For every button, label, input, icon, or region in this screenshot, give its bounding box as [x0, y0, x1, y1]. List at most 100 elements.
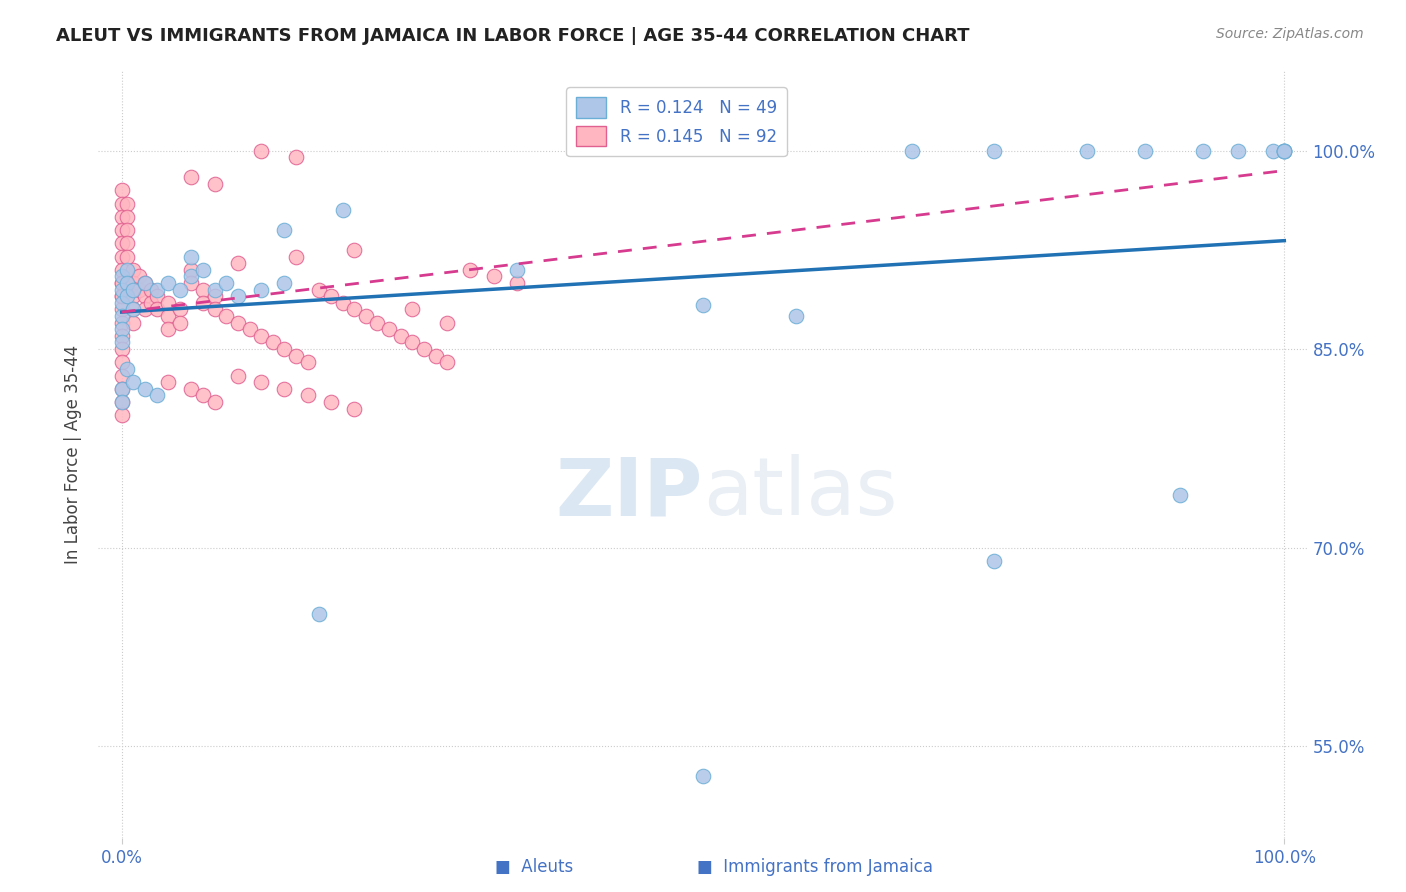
- Point: [111, 316, 134, 330]
- Point: [308, 607, 330, 621]
- Point: [122, 375, 145, 389]
- Point: [354, 309, 377, 323]
- Point: [1192, 144, 1215, 158]
- Point: [111, 262, 134, 277]
- Point: [122, 283, 145, 297]
- Point: [134, 276, 156, 290]
- Point: [297, 355, 319, 369]
- Point: [128, 269, 150, 284]
- Point: [117, 362, 139, 376]
- Point: [117, 223, 139, 237]
- Point: [250, 375, 273, 389]
- Point: [204, 177, 226, 191]
- Point: [111, 223, 134, 237]
- Point: [134, 289, 156, 303]
- Point: [262, 335, 284, 350]
- Point: [319, 289, 342, 303]
- Text: ZIP: ZIP: [555, 454, 703, 533]
- Point: [215, 276, 238, 290]
- Point: [139, 283, 162, 297]
- Point: [1272, 144, 1295, 158]
- Point: [111, 395, 134, 409]
- Point: [204, 395, 226, 409]
- Point: [169, 316, 191, 330]
- Point: [145, 283, 167, 297]
- Point: [111, 276, 134, 290]
- Point: [226, 256, 249, 270]
- Point: [111, 382, 134, 396]
- Point: [983, 554, 1005, 568]
- Point: [273, 342, 295, 356]
- Point: [117, 250, 139, 264]
- Point: [215, 309, 238, 323]
- Point: [366, 316, 388, 330]
- Point: [145, 289, 167, 303]
- Point: [1272, 144, 1295, 158]
- Point: [111, 322, 134, 336]
- Point: [169, 302, 191, 317]
- Point: [1076, 144, 1098, 158]
- Point: [378, 322, 401, 336]
- Point: [122, 262, 145, 277]
- Point: [180, 276, 202, 290]
- Point: [111, 335, 134, 350]
- Point: [401, 335, 423, 350]
- Point: [506, 262, 529, 277]
- Point: [122, 302, 145, 317]
- Point: [226, 368, 249, 383]
- Point: [145, 302, 167, 317]
- Point: [180, 262, 202, 277]
- Point: [117, 276, 139, 290]
- Point: [111, 395, 134, 409]
- Point: [111, 355, 134, 369]
- Point: [273, 223, 295, 237]
- Point: [117, 210, 139, 224]
- Point: [157, 309, 180, 323]
- Point: [111, 183, 134, 197]
- Point: [482, 269, 505, 284]
- Point: [180, 382, 202, 396]
- Point: [460, 262, 482, 277]
- Point: [204, 283, 226, 297]
- Point: [180, 250, 202, 264]
- Point: [111, 210, 134, 224]
- Point: [111, 250, 134, 264]
- Point: [343, 302, 366, 317]
- Point: [111, 283, 134, 297]
- Point: [157, 322, 180, 336]
- Point: [413, 342, 436, 356]
- Point: [111, 342, 134, 356]
- Text: ■  Aleuts: ■ Aleuts: [495, 858, 574, 876]
- Point: [111, 236, 134, 251]
- Point: [111, 289, 134, 303]
- Point: [191, 262, 214, 277]
- Point: [226, 316, 249, 330]
- Point: [191, 388, 214, 402]
- Y-axis label: In Labor Force | Age 35-44: In Labor Force | Age 35-44: [65, 345, 83, 565]
- Point: [332, 203, 354, 218]
- Point: [134, 382, 156, 396]
- Point: [169, 283, 191, 297]
- Point: [111, 382, 134, 396]
- Point: [1272, 144, 1295, 158]
- Point: [122, 289, 145, 303]
- Point: [111, 309, 134, 323]
- Point: [111, 289, 134, 303]
- Point: [134, 276, 156, 290]
- Point: [134, 302, 156, 317]
- Point: [122, 276, 145, 290]
- Point: [157, 295, 180, 310]
- Point: [425, 349, 447, 363]
- Point: [285, 150, 308, 164]
- Point: [285, 250, 308, 264]
- Point: [436, 355, 458, 369]
- Point: [128, 283, 150, 297]
- Point: [436, 316, 458, 330]
- Point: [1226, 144, 1249, 158]
- Point: [111, 368, 134, 383]
- Point: [1261, 144, 1284, 158]
- Point: [204, 302, 226, 317]
- Point: [785, 309, 807, 323]
- Point: [1168, 487, 1191, 501]
- Point: [343, 243, 366, 257]
